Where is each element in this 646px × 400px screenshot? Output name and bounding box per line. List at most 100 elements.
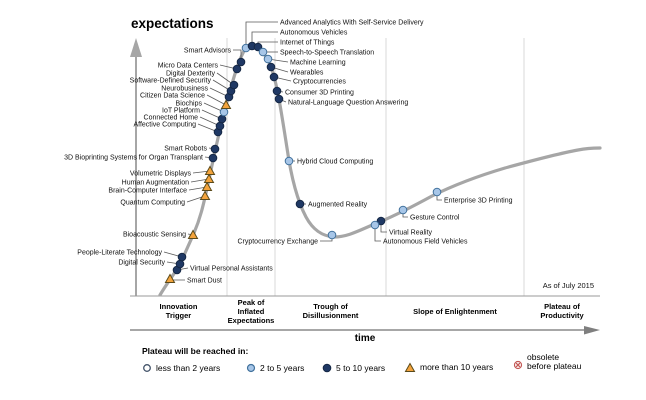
tech-label: Cryptocurrencies: [293, 78, 346, 85]
tech-marker-circle: [295, 199, 305, 209]
tech-label: Gesture Control: [410, 214, 460, 221]
phase-label-slope: Slope of Enlightenment: [413, 307, 497, 316]
tech-marker-circle: [398, 205, 408, 215]
phase-label-plateau: Plateau of Productivity: [540, 302, 584, 320]
tech-label: Machine Learning: [290, 59, 346, 66]
tech-label: Enterprise 3D Printing: [444, 197, 513, 204]
tech-marker-triangle: [201, 181, 213, 191]
legend-item-2-to-5-years: 2 to 5 years: [246, 363, 304, 373]
tech-connector: [245, 21, 278, 48]
tech-marker-circle: [177, 252, 187, 262]
tech-label: Volumetric Displays: [130, 170, 192, 177]
tech-marker-circle: [175, 259, 185, 269]
y-axis-arrow-icon: [130, 38, 142, 57]
tech-connector: [374, 225, 381, 242]
phase-label-innovation-trigger: Innovation Trigger: [159, 302, 198, 320]
tech-label: Cryptocurrency Exchange: [237, 238, 318, 245]
tech-label: Hybrid Cloud Computing: [297, 158, 373, 165]
tech-marker-triangle: [220, 99, 232, 109]
tech-connector: [206, 94, 227, 106]
marker-layer: [164, 41, 442, 283]
tech-marker-circle: [327, 230, 337, 240]
tech-label: Virtual Reality: [389, 229, 433, 236]
light-blue-circle-icon: [246, 363, 256, 373]
tech-marker-triangle: [204, 165, 216, 175]
legend-item-label: more than 10 years: [420, 362, 494, 372]
orange-triangle-icon: [404, 362, 416, 372]
tech-marker-circle: [208, 153, 218, 163]
tech-marker-circle: [272, 86, 282, 96]
tech-marker-circle: [236, 57, 246, 67]
legend-item-label: 5 to 10 years: [336, 362, 386, 373]
tech-marker-circle: [274, 94, 284, 104]
tech-label: 3D Bioprinting Systems for Organ Transpl…: [64, 154, 203, 161]
tech-marker-circle: [263, 54, 273, 64]
tech-marker-circle: [284, 156, 294, 166]
tech-marker-circle: [370, 220, 380, 230]
tech-label: Autonomous Field Vehicles: [383, 238, 468, 245]
tech-marker-triangle: [203, 173, 215, 183]
tech-label: Augmented Reality: [308, 201, 368, 208]
tech-label: Digital Dexterity: [166, 70, 216, 77]
legend-item-more-than-10-years: more than 10 years: [404, 362, 493, 373]
legend-title: Plateau will be reached in:: [142, 346, 249, 356]
tech-label: Connected Home: [144, 114, 199, 121]
tech-label: Bioacoustic Sensing: [123, 231, 186, 238]
hype-curve: [158, 43, 602, 297]
tech-label: Micro Data Centers: [158, 62, 219, 69]
legend-item-label: less than 2 years: [156, 362, 221, 373]
tech-label: Brain-Computer Interface: [108, 187, 187, 194]
tech-marker-circle: [269, 72, 279, 82]
tech-label: Human Augmentation: [122, 179, 189, 186]
tech-label: Affective Computing: [133, 121, 196, 128]
tech-label: Digital Security: [118, 259, 165, 266]
legend-item-obsolete-before-plateau: obsolete before plateau: [513, 353, 581, 371]
dark-blue-circle-icon: [322, 363, 332, 373]
legend-item-label: 2 to 5 years: [260, 362, 305, 373]
phase-label-trough: Trough of Disillusionment: [302, 302, 359, 320]
phase-label-peak: Peak of Inflated Expectations: [227, 298, 275, 325]
tech-marker-circle: [258, 47, 268, 57]
tech-label: People-Literate Technology: [77, 249, 162, 256]
tech-marker-triangle: [187, 229, 199, 239]
tech-marker-circle: [229, 80, 239, 90]
tech-marker-circle: [210, 144, 220, 154]
tech-label: Wearables: [290, 69, 324, 76]
tech-label: Citizen Data Science: [140, 92, 205, 99]
as-of-date: As of July 2015: [542, 281, 594, 290]
tech-label: Natural-Language Question Answering: [288, 99, 408, 106]
tech-marker-circle: [217, 114, 227, 124]
crossed-circle-icon: [513, 360, 523, 370]
tech-label: Quantum Computing: [120, 199, 185, 206]
tech-label: Biochips: [176, 100, 203, 107]
tech-label: Smart Dust: [187, 277, 222, 284]
tech-marker-circle: [376, 216, 386, 226]
tech-marker-triangle: [164, 273, 176, 283]
tech-label: Smart Robots: [164, 145, 207, 152]
x-axis-arrow-icon: [584, 326, 600, 335]
tech-label: Software-Defined Security: [130, 77, 212, 84]
open-circle-icon: [143, 364, 151, 372]
tech-marker-circle: [253, 42, 263, 52]
tech-marker-triangle: [199, 190, 211, 200]
tech-label: Advanced Analytics With Self-Service Del…: [280, 19, 424, 26]
tech-label: Consumer 3D Printing: [285, 89, 354, 96]
tech-label: Autonomous Vehicles: [280, 29, 348, 36]
tech-marker-circle: [232, 64, 242, 74]
tech-label: Smart Advisors: [184, 47, 232, 54]
tech-label: Virtual Personal Assistants: [190, 265, 273, 272]
legend-item-less-than-2-years: less than 2 years: [142, 363, 220, 373]
legend-item-5-to-10-years: 5 to 10 years: [322, 363, 385, 373]
y-axis-title: expectations: [131, 16, 214, 31]
tech-label: Neurobusiness: [161, 85, 208, 92]
tech-marker-circle: [266, 62, 276, 72]
tech-marker-circle: [432, 187, 442, 197]
legend-item-label: obsolete before plateau: [527, 352, 582, 371]
x-axis-title: time: [354, 333, 376, 344]
tech-label: IoT Platform: [162, 107, 200, 114]
tech-marker-circle: [215, 121, 225, 131]
tech-label: Internet of Things: [280, 39, 335, 46]
label-layer: Smart Dust Virtual Personal Assistants Dig…: [64, 19, 512, 284]
